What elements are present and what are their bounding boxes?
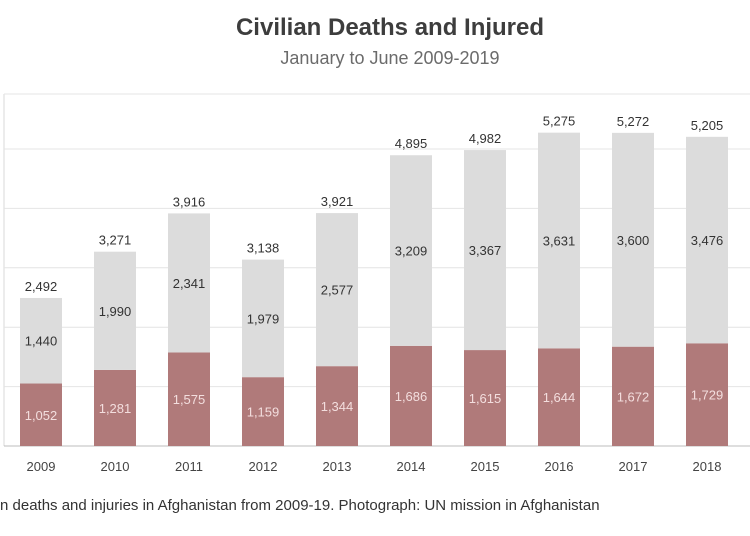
data-label-lower: 1,575: [173, 392, 206, 407]
data-label-total: 5,275: [543, 114, 576, 129]
x-tick-label: 2017: [619, 459, 648, 474]
data-label-lower: 1,615: [469, 391, 502, 406]
data-label-total: 3,138: [247, 241, 280, 256]
bar-segment-lower: [464, 350, 506, 446]
x-tick-label: 2013: [323, 459, 352, 474]
data-label-upper: 3,600: [617, 233, 650, 248]
bar-segment-lower: [242, 377, 284, 446]
photo-caption: n deaths and injuries in Afghanistan fro…: [0, 497, 600, 514]
bar-segment-lower: [538, 348, 580, 446]
data-label-total: 2,492: [25, 279, 58, 294]
bar-segment-lower: [390, 345, 432, 446]
bar-segment-upper: [464, 150, 506, 351]
bar-segment-lower: [20, 383, 62, 446]
data-label-lower: 1,159: [247, 405, 280, 420]
bar-segment-upper: [242, 259, 284, 378]
data-label-total: 3,271: [99, 233, 132, 248]
data-label-upper: 1,979: [247, 311, 280, 326]
stacked-bar-chart: 1,052 1,440 2,492 2009 1,281 1,990 3,271 2010 1,…: [3, 93, 750, 474]
data-label-lower: 1,729: [691, 388, 724, 403]
bar-segment-upper: [168, 213, 210, 353]
data-label-lower: 1,281: [99, 401, 132, 416]
data-label-total: 4,982: [469, 131, 502, 146]
data-label-total: 3,916: [173, 194, 206, 209]
x-tick-label: 2009: [27, 459, 56, 474]
x-tick-label: 2011: [175, 459, 203, 474]
data-label-upper: 1,440: [25, 334, 58, 349]
data-label-total: 5,272: [617, 114, 650, 129]
bar-segment-lower: [94, 369, 136, 446]
bar-segment-upper: [316, 213, 358, 367]
bar-segment-lower: [168, 352, 210, 446]
data-label-total: 4,895: [395, 136, 428, 151]
chart-subtitle: January to June 2009-2019: [280, 48, 500, 68]
data-label-lower: 1,686: [395, 389, 428, 404]
x-tick-label: 2010: [101, 459, 130, 474]
data-label-upper: 2,577: [321, 283, 354, 298]
x-tick-label: 2016: [545, 459, 574, 474]
data-label-lower: 1,052: [25, 408, 58, 423]
x-tick-label: 2018: [693, 459, 722, 474]
data-label-upper: 2,341: [173, 276, 206, 291]
bar-segment-lower: [316, 366, 358, 446]
bar-segment-lower: [612, 346, 654, 446]
data-label-total: 3,921: [321, 194, 354, 209]
bar-segment-upper: [612, 132, 654, 347]
bar-segment-upper: [686, 136, 728, 344]
data-label-upper: 3,631: [543, 234, 576, 249]
data-label-total: 5,205: [691, 118, 724, 133]
data-label-upper: 1,990: [99, 304, 132, 319]
data-label-upper: 3,367: [469, 243, 502, 258]
data-label-lower: 1,644: [543, 390, 576, 405]
bars: [20, 132, 728, 446]
data-label-upper: 3,209: [395, 244, 428, 259]
bar-segment-lower: [686, 343, 728, 446]
x-tick-label: 2012: [249, 459, 278, 474]
data-label-lower: 1,344: [321, 399, 354, 414]
bar-segment-upper: [390, 155, 432, 346]
bar-segment-upper: [20, 297, 62, 384]
data-label-upper: 3,476: [691, 233, 724, 248]
bar-segment-upper: [94, 251, 136, 370]
x-tick-label: 2015: [471, 459, 500, 474]
chart-title: Civilian Deaths and Injured: [235, 14, 545, 41]
labels: 1,052 1,440 2,492 2009 1,281 1,990 3,271 2010 1,…: [25, 114, 724, 474]
data-label-lower: 1,672: [617, 389, 650, 404]
bar-segment-upper: [538, 132, 580, 349]
x-tick-label: 2014: [397, 459, 426, 474]
